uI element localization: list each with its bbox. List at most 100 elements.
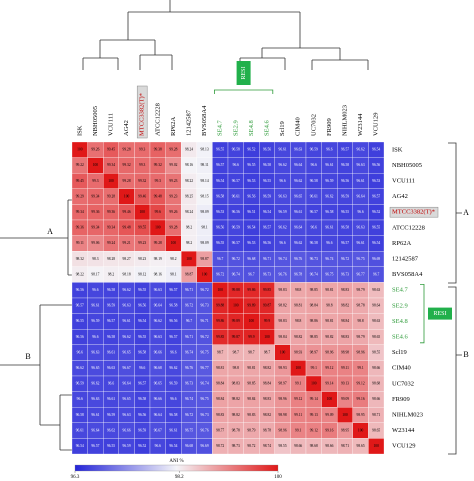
cell-label: 96.74 xyxy=(310,272,318,276)
cell-label: 98.82 xyxy=(341,304,349,308)
cell-label: 98.25 xyxy=(185,194,193,198)
cell-label: 99.87 xyxy=(263,304,271,308)
cell-label: 96.57 xyxy=(138,382,146,386)
cell-label: 96.65 xyxy=(294,194,302,198)
cell-label: 96.53 xyxy=(372,179,380,183)
cell-label: 96.55 xyxy=(341,210,349,214)
column-label: RP62A xyxy=(170,117,177,136)
cell-label: 99.36 xyxy=(91,210,99,214)
cell-label: 98.22 xyxy=(185,179,193,183)
cell-label: 100 xyxy=(218,288,224,292)
cell-label: 98.1 xyxy=(170,272,176,276)
cell-label: 96.56 xyxy=(341,179,349,183)
colorbar-tick-label: 100 xyxy=(274,475,282,480)
cell-label: 96.61 xyxy=(294,210,302,214)
cell-label: 98.78 xyxy=(263,428,271,432)
cell-label: 98.71 xyxy=(372,413,380,417)
cell-label: 96.58 xyxy=(263,163,271,167)
cell-label: 99.28 xyxy=(123,179,131,183)
cell-label: 98.55 xyxy=(279,444,287,448)
cell-label: 98.22 xyxy=(76,272,84,276)
cell-label: 98.81 xyxy=(325,319,333,323)
cell-label: 98.1 xyxy=(201,226,207,230)
cell-label: 98.79 xyxy=(357,335,365,339)
cell-label: 96.57 xyxy=(310,210,318,214)
row-label: UC7032 xyxy=(392,380,414,387)
cell-label: 96.73 xyxy=(185,382,193,386)
row-label: SE4.8 xyxy=(392,318,408,325)
cell-label: 96.72 xyxy=(185,304,193,308)
cell-label: 98.19 xyxy=(154,257,162,261)
cell-label: 96.75 xyxy=(201,350,209,354)
cell-label: 98.09 xyxy=(201,210,209,214)
cell-label: 96.58 xyxy=(325,210,333,214)
row-label: ATCC12228 xyxy=(392,224,425,231)
cell-label: 96.76 xyxy=(294,257,302,261)
cell-label: 96.61 xyxy=(279,148,287,152)
cell-label: 98.24 xyxy=(185,148,193,152)
cell-label: 99.28 xyxy=(107,194,115,198)
column-label: AG42 xyxy=(123,120,130,136)
cell-label: 99.11 xyxy=(294,413,302,417)
cell-label: 98.63 xyxy=(372,288,380,292)
column-label: ISK xyxy=(76,125,83,136)
cell-label: 96.57 xyxy=(232,179,240,183)
colorbar xyxy=(74,464,279,472)
cell-label: 99.88 xyxy=(216,304,224,308)
cell-label: 96.54 xyxy=(76,444,84,448)
cell-label: 100 xyxy=(342,413,348,417)
cell-label: 98.7 xyxy=(264,350,270,354)
cell-label: 99.85 xyxy=(216,335,224,339)
cell-label: 99.21 xyxy=(123,241,131,245)
column-label: VCU129 xyxy=(373,113,380,136)
cell-label: 96.77 xyxy=(201,366,209,370)
column-label: BVS058A4 xyxy=(201,105,208,136)
cell-label: 96.6 xyxy=(170,397,176,401)
cell-label: 99.48 xyxy=(123,226,131,230)
cell-label: 99.02 xyxy=(169,163,177,167)
cell-label: 96.6 xyxy=(77,397,83,401)
cell-label: 99.45 xyxy=(107,148,115,152)
cell-label: 98.7 xyxy=(217,350,223,354)
cell-label: 99.86 xyxy=(247,288,255,292)
cell-label: 96.56 xyxy=(263,148,271,152)
cell-label: 96.71 xyxy=(185,288,193,292)
cell-label: 96.52 xyxy=(138,444,146,448)
cell-label: 99.32 xyxy=(154,163,162,167)
cell-label: 96.72 xyxy=(341,257,349,261)
cell-label: 98.97 xyxy=(279,382,287,386)
cell-label: 99.46 xyxy=(138,194,146,198)
cell-label: 96.63 xyxy=(123,304,131,308)
cell-label: 96.75 xyxy=(357,257,365,261)
cell-label: 100 xyxy=(186,257,192,261)
cell-label: 96.54 xyxy=(169,444,177,448)
cell-label: 98.82 xyxy=(263,366,271,370)
cell-label: 100 xyxy=(202,272,208,276)
cell-label: 96.51 xyxy=(247,210,255,214)
cell-label: 96.64 xyxy=(294,163,302,167)
cell-label: 99.36 xyxy=(107,210,115,214)
cell-label: 99.06 xyxy=(91,241,99,245)
cell-label: 99.34 xyxy=(76,210,84,214)
column-label: NIHLM023 xyxy=(341,105,348,136)
cell-label: 99.09 xyxy=(341,397,349,401)
cell-label: 98.14 xyxy=(201,179,209,183)
cell-label: 99.55 xyxy=(138,226,146,230)
cell-label: 96.55 xyxy=(107,444,115,448)
cell-label: 99.34 xyxy=(107,163,115,167)
cell-label: 96.72 xyxy=(201,335,209,339)
cell-label: 96.59 xyxy=(107,304,115,308)
cell-label: 96.58 xyxy=(341,226,349,230)
cell-label: 96.73 xyxy=(201,304,209,308)
cell-label: 96.63 xyxy=(107,366,115,370)
cell-label: 96.53 xyxy=(247,241,255,245)
heat-cell xyxy=(368,438,385,455)
cell-label: 99.3 xyxy=(155,179,161,183)
cell-label: 98.95 xyxy=(357,413,365,417)
cell-label: 98.68 xyxy=(310,444,318,448)
cell-label: 99.88 xyxy=(232,288,240,292)
cell-label: 98.77 xyxy=(216,428,224,432)
cell-label: 98.66 xyxy=(325,444,333,448)
cell-label: 98.55 xyxy=(372,350,380,354)
